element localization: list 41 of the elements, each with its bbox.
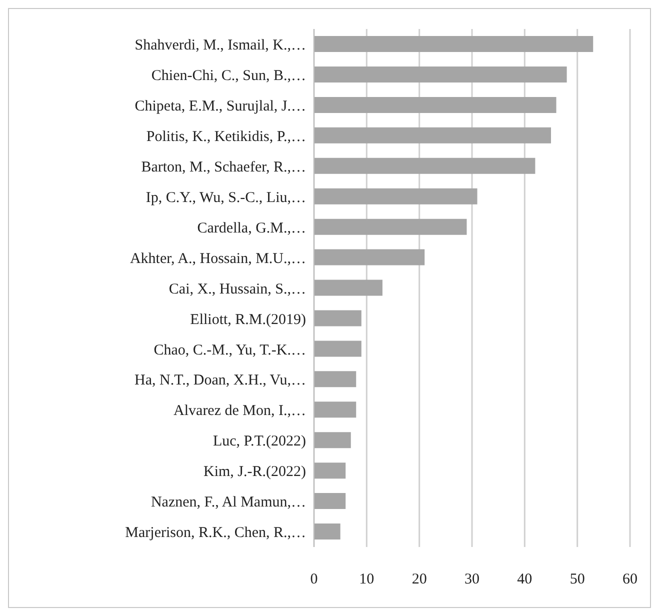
y-tick-label: Elliott, R.M.(2019) (190, 312, 306, 328)
x-tick-label: 40 (517, 572, 532, 588)
y-tick-label: Chao, C.-M., Yu, T.-K.… (154, 342, 306, 358)
y-tick-label: Barton, M., Schaefer, R.,… (141, 159, 306, 176)
x-tick-label: 20 (412, 572, 427, 588)
y-tick-label: Akhter, A., Hossain, M.U.,… (130, 250, 306, 267)
y-tick-label: Alvarez de Mon, I.,… (174, 403, 306, 420)
bar (314, 249, 425, 266)
bar (314, 310, 362, 326)
bar (314, 493, 346, 510)
y-tick-label: Ha, N.T., Doan, X.H., Vu,… (134, 372, 306, 389)
y-tick-label: Cardella, G.M.,… (197, 220, 306, 236)
y-tick-label: Ip, C.Y., Wu, S.-C., Liu,… (146, 190, 306, 206)
bar (314, 127, 551, 144)
x-tick-label: 50 (570, 572, 585, 588)
bar (314, 340, 362, 357)
bar (314, 402, 356, 418)
bar (314, 188, 478, 204)
bar (314, 432, 351, 448)
y-tick-label: Luc, P.T.(2022) (212, 434, 306, 450)
bar (314, 218, 467, 235)
bar (314, 96, 556, 113)
x-tick-label: 30 (464, 572, 480, 588)
x-tick-label: 10 (359, 572, 374, 588)
bar (314, 524, 340, 540)
y-tick-label: Chien-Chi, C., Sun, B.,… (151, 68, 306, 84)
bar (314, 158, 536, 174)
bar (314, 36, 594, 52)
bar (314, 280, 382, 296)
x-tick-label: 0 (310, 572, 318, 588)
y-tick-label: Naznen, F., Al Mamun,… (150, 494, 306, 511)
y-tick-label: Shahverdi, M., Ismail, K.,… (134, 38, 306, 54)
y-tick-label: Cai, X., Hussain, S.,… (168, 281, 306, 298)
x-tick-label: 60 (622, 572, 638, 588)
bar (314, 66, 567, 82)
y-tick-label: Politis, K., Ketikidis, P.,… (146, 128, 306, 145)
y-tick-label: Chipeta, E.M., Surujlal, J.… (134, 98, 306, 114)
bar (314, 371, 356, 388)
y-tick-label: Kim, J.-R.(2022) (204, 464, 306, 480)
y-tick-label: Marjerison, R.K., Chen, R.,… (125, 525, 306, 542)
bar (314, 462, 346, 479)
